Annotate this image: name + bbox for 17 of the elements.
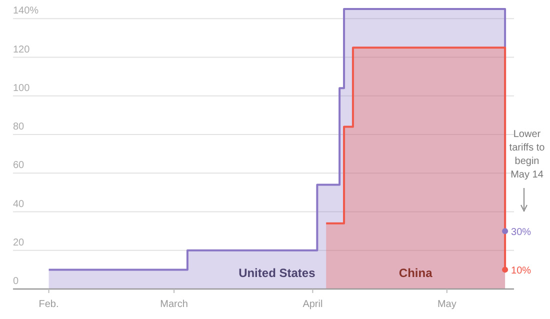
x-tick-label: April <box>302 299 323 310</box>
series-label: United States <box>238 266 316 280</box>
y-tick-label: 140% <box>13 6 39 17</box>
y-tick-label: 80 <box>13 122 25 133</box>
x-tick-label: May <box>437 299 456 310</box>
y-tick-label: 120 <box>13 44 30 56</box>
y-tick-label: 40 <box>13 198 25 210</box>
data-label: 30% <box>511 227 532 238</box>
data-label: 10% <box>511 266 532 277</box>
x-tick-label: Feb. <box>38 299 59 310</box>
y-tick-label: 60 <box>13 160 25 172</box>
y-tick-label: 20 <box>13 237 25 248</box>
annotation: Lower tariffs to begin May 14 <box>509 129 546 180</box>
x-tick-label: March <box>160 299 188 310</box>
y-tick-label: 100 <box>13 82 30 94</box>
series-label: China <box>398 266 433 280</box>
y-tick-label: 0 <box>13 276 19 287</box>
